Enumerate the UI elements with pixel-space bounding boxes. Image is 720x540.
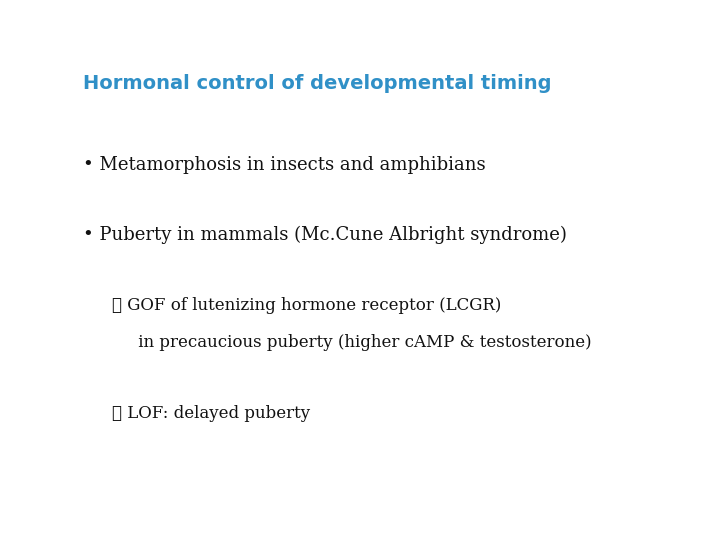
Text: ✓ LOF: delayed puberty: ✓ LOF: delayed puberty [112,404,310,422]
Text: • Metamorphosis in insects and amphibians: • Metamorphosis in insects and amphibian… [83,156,485,174]
Text: Hormonal control of developmental timing: Hormonal control of developmental timing [83,74,552,93]
Text: in precaucious puberty (higher cAMP & testosterone): in precaucious puberty (higher cAMP & te… [112,334,591,352]
Text: ✓ GOF of lutenizing hormone receptor (LCGR): ✓ GOF of lutenizing hormone receptor (LC… [112,296,501,314]
Text: • Puberty in mammals (Mc.Cune Albright syndrome): • Puberty in mammals (Mc.Cune Albright s… [83,226,567,244]
